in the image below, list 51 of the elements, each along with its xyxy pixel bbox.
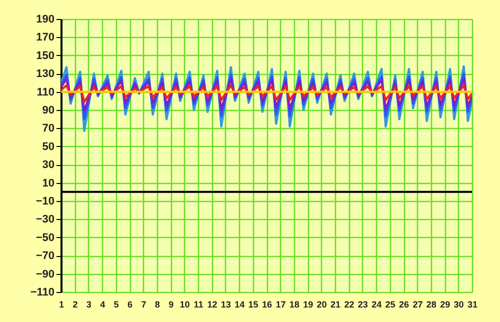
x-tick-label: 13 (220, 300, 231, 310)
y-tick-label: 130 (36, 68, 54, 80)
y-tick-label: 150 (36, 50, 54, 62)
line-series (61, 65, 472, 132)
y-tick-label: 190 (36, 14, 54, 26)
x-tick-label: 31 (467, 300, 478, 310)
x-tick-label: 20 (316, 300, 327, 310)
x-tick-label: 16 (262, 300, 272, 310)
y-tick-label: −90 (36, 268, 54, 280)
line-series (61, 84, 472, 103)
x-tick-label: 19 (303, 300, 314, 310)
x-tick-label: 12 (207, 300, 218, 310)
x-tick-label: 6 (127, 300, 133, 310)
y-tick-label: 10 (42, 177, 54, 190)
x-tick-label: 29 (440, 300, 450, 310)
x-tick-label: 23 (358, 300, 368, 310)
y-tick-label: −70 (36, 250, 54, 262)
x-tick-label: 15 (248, 300, 258, 310)
y-tick-label: 170 (36, 32, 54, 44)
y-tick-label: 110 (36, 86, 54, 98)
y-tick-label: 90 (42, 104, 54, 116)
y-tick-label: −10 (36, 196, 54, 208)
x-tick-label: 22 (344, 300, 354, 310)
y-tick-label: −50 (36, 232, 54, 244)
x-tick-label: 14 (234, 300, 245, 310)
x-tick-label: 7 (141, 300, 146, 310)
x-tick-label: 5 (114, 300, 119, 310)
x-tick-label: 18 (289, 300, 300, 310)
x-tick-label: 17 (276, 300, 286, 310)
x-tick-label: 1 (58, 300, 64, 310)
y-tick-label: −110 (30, 286, 54, 298)
x-tick-label: 30 (454, 300, 464, 310)
x-tick-label: 21 (330, 300, 341, 310)
x-tick-label: 27 (412, 300, 423, 310)
x-tick-label: 3 (86, 300, 92, 310)
x-tick-label: 26 (398, 300, 410, 310)
x-tick-label: 2 (72, 300, 78, 310)
x-tick-label: 9 (168, 300, 174, 310)
x-tick-label: 11 (194, 300, 204, 310)
y-tick-label: −30 (36, 214, 54, 226)
x-tick-label: 25 (385, 300, 396, 310)
x-tick-label: 4 (100, 300, 106, 310)
y-tick-label: 30 (42, 159, 54, 172)
line-series (61, 72, 472, 120)
y-tick-label: 50 (42, 140, 54, 153)
line-series (61, 78, 472, 112)
y-tick-label: 70 (42, 122, 54, 135)
x-tick-label: 10 (180, 300, 190, 310)
x-tick-label: 8 (154, 300, 160, 310)
x-tick-label: 28 (426, 300, 436, 310)
x-tick-label: 24 (372, 300, 382, 310)
